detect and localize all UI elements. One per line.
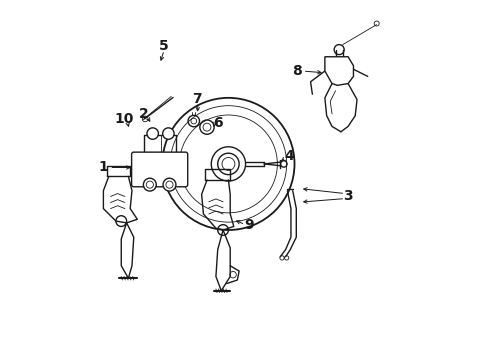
Circle shape (217, 153, 239, 175)
Polygon shape (324, 57, 353, 85)
Text: 9: 9 (244, 218, 253, 231)
Text: 4: 4 (284, 149, 293, 163)
Circle shape (143, 178, 156, 191)
Text: 2: 2 (139, 107, 148, 121)
Circle shape (333, 45, 344, 55)
Text: 7: 7 (192, 92, 202, 106)
Text: 1: 1 (98, 161, 108, 175)
FancyBboxPatch shape (131, 152, 187, 187)
Text: 8: 8 (292, 64, 302, 78)
Circle shape (163, 178, 176, 191)
Text: 3: 3 (343, 189, 352, 203)
Text: 6: 6 (212, 116, 222, 130)
Circle shape (163, 128, 174, 139)
Circle shape (147, 128, 158, 139)
Text: 10: 10 (114, 112, 133, 126)
Text: 5: 5 (159, 39, 169, 53)
